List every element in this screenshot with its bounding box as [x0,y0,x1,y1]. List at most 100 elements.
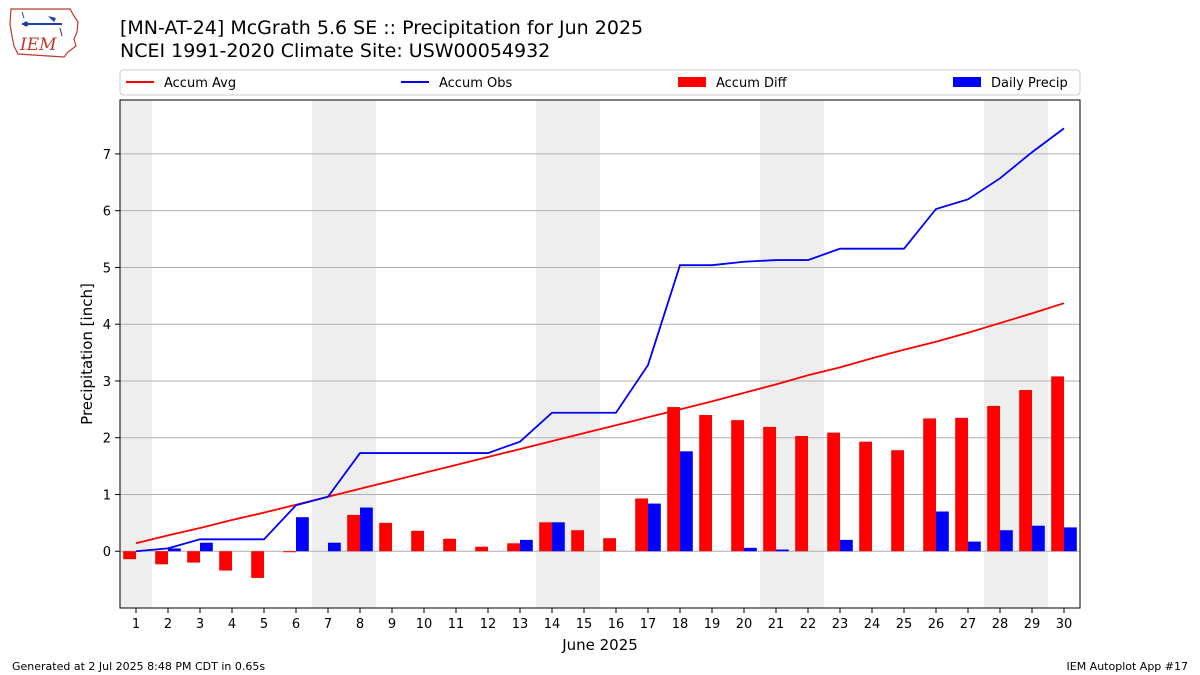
accum-diff-bar [859,441,872,552]
chart-title: [MN-AT-24] McGrath 5.6 SE :: Precipitati… [120,17,644,39]
accum-diff-bar [411,530,424,552]
y-tick-label: 1 [103,488,111,503]
iem-logo-icon: IEM [9,8,79,58]
x-axis-label: June 2025 [561,636,638,654]
accum-diff-bar [475,546,488,552]
legend-label-accum-diff: Accum Diff [716,76,788,91]
daily-precip-bar [936,511,949,552]
accum-diff-bar [667,407,680,552]
y-tick-label: 6 [103,205,111,220]
accum-obs-line [135,127,1065,553]
x-tick-label: 21 [768,617,785,632]
y-tick-label: 2 [103,432,111,447]
x-tick-label: 19 [704,617,721,632]
generated-timestamp: Generated at 2 Jul 2025 8:48 PM CDT in 0… [12,660,266,673]
x-tick-label: 4 [228,617,236,632]
chart-subtitle: NCEI 1991-2020 Climate Site: USW00054932 [120,40,551,62]
x-tick-label: 1 [132,617,140,632]
x-tick-label: 24 [864,617,881,632]
legend-swatch-accum-diff [678,77,706,87]
x-tick-label: 14 [544,617,561,632]
legend-label-daily-precip: Daily Precip [991,76,1068,91]
accum-diff-bar [219,551,232,571]
daily-precip-bar [328,542,341,552]
y-tick-label: 5 [103,261,111,276]
daily-precip-bar [552,522,565,552]
accum-diff-bar [795,436,808,552]
accum-diff-bar [187,551,200,563]
accum-diff-bar [923,418,936,552]
x-tick-label: 13 [512,617,529,632]
bar-series [123,376,1077,578]
accum-diff-bar [123,551,136,560]
accum-avg-line [135,302,1065,545]
legend: Accum Avg Accum Obs Accum Diff Daily Precip [119,69,1081,96]
daily-precip-bar [648,503,661,552]
accum-diff-bar [283,551,296,553]
y-tick-label: 7 [103,148,111,163]
x-tick-label: 17 [640,617,657,632]
x-tick-label: 8 [356,617,364,632]
x-tick-label: 2 [164,617,172,632]
daily-precip-bar [1064,527,1077,552]
daily-precip-bar [296,517,309,552]
x-tick-label: 3 [196,617,204,632]
daily-precip-bar [744,547,757,552]
accum-diff-bar [827,432,840,552]
x-tick-label: 30 [1056,617,1073,632]
accum-diff-bar [955,417,968,552]
x-tick-label: 20 [736,617,753,632]
logo-text: IEM [19,35,57,55]
accum-diff-bar [443,538,456,552]
line-series [135,127,1065,553]
legend-box [119,69,1081,96]
accum-diff-bar [603,538,616,552]
x-tick-label: 27 [960,617,977,632]
x-tick-label: 23 [832,617,849,632]
x-tick-label: 10 [416,617,433,632]
legend-label-accum-obs: Accum Obs [439,76,512,91]
app-credit: IEM Autoplot App #17 [1066,660,1189,673]
x-tick-label: 6 [292,617,300,632]
accum-diff-bar [539,522,552,552]
x-tick-label: 25 [896,617,913,632]
accum-diff-bar [1019,390,1032,552]
accum-diff-bar [347,514,360,552]
x-tick-label: 28 [992,617,1009,632]
accum-diff-bar [635,498,648,552]
accum-diff-bar [571,530,584,552]
daily-precip-bar [520,539,533,552]
daily-precip-bar [360,507,373,552]
accum-diff-bar [379,522,392,552]
accum-diff-bar [699,415,712,552]
daily-precip-bar [200,542,213,552]
daily-precip-bar [680,451,693,552]
legend-swatch-daily-precip [953,77,981,87]
weekend-shade [120,100,152,608]
accum-diff-bar [1051,376,1064,552]
legend-label-accum-avg: Accum Avg [164,76,236,91]
x-tick-label: 9 [388,617,396,632]
daily-precip-bar [968,541,981,552]
x-tick-label: 22 [800,617,817,632]
x-tick-label: 15 [576,617,593,632]
accum-diff-bar [731,420,744,552]
daily-precip-bar [840,539,853,552]
plot-frame [119,99,1081,609]
x-tick-label: 12 [480,617,497,632]
x-tick-label: 5 [260,617,268,632]
y-tick-label: 0 [103,545,111,560]
daily-precip-bar [168,548,181,552]
x-tick-label: 29 [1024,617,1041,632]
iowa-outline-icon [9,8,79,58]
accum-diff-bar [251,551,264,578]
daily-precip-bar [1032,525,1045,552]
accum-diff-bar [891,450,904,552]
daily-precip-bar [776,549,789,552]
x-tick-label: 16 [608,617,625,632]
x-tick-label: 18 [672,617,689,632]
accum-diff-bar [155,551,168,565]
accum-diff-bar [987,405,1000,552]
